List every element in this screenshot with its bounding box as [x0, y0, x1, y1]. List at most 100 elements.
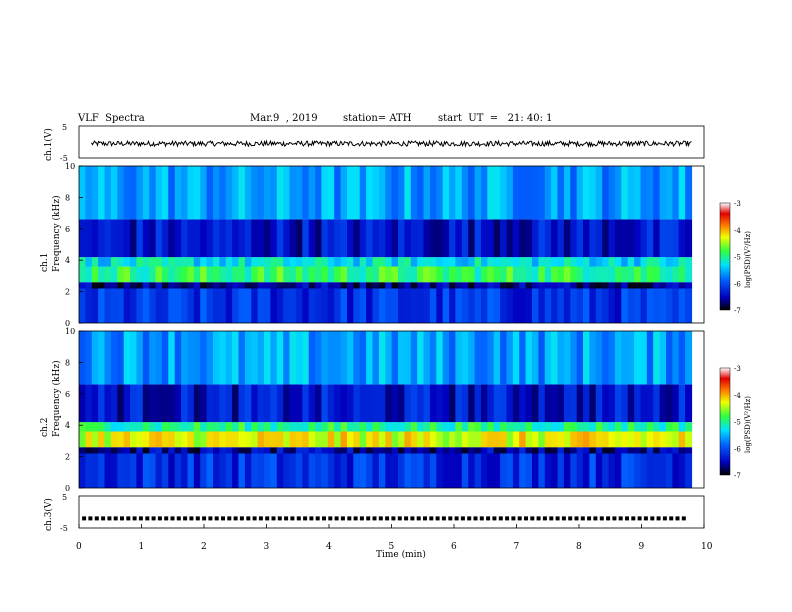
spectrogram-cell	[372, 384, 380, 423]
spectrogram-cell	[142, 447, 150, 454]
spectrogram-cell	[366, 384, 374, 423]
spectrogram-cell	[442, 166, 450, 220]
spectrogram-cell	[289, 331, 297, 385]
spectrogram-cell	[79, 219, 86, 258]
spectrogram-cell	[193, 219, 201, 258]
spectrogram-cell	[187, 166, 195, 220]
pulse-mark	[599, 516, 604, 521]
spectrogram-cell	[627, 384, 635, 423]
spectrogram-cell	[308, 282, 316, 289]
spectrogram-cell	[672, 166, 680, 220]
spectrogram-cell	[595, 453, 603, 488]
spectrogram-cell	[519, 257, 527, 267]
spectrogram-cell	[563, 282, 571, 289]
spectrogram-cell	[225, 447, 233, 454]
spectrogram-cell	[136, 384, 144, 423]
start-time-label: start UT = 21: 40: 1	[438, 113, 553, 124]
pulse-mark	[593, 516, 598, 521]
spectrogram-cell	[283, 288, 291, 323]
spectrogram-cell	[436, 431, 444, 448]
pulse-mark	[347, 516, 352, 521]
spectrogram-cell	[544, 257, 552, 267]
spectrogram-cell	[264, 422, 271, 432]
spectrogram-cell	[98, 447, 106, 454]
spectrogram-cell	[315, 266, 323, 283]
spectrogram-cell	[621, 257, 629, 267]
spectrogram-cell	[487, 447, 495, 454]
spectrogram-cell	[557, 257, 565, 267]
spectrogram-cell	[85, 331, 93, 385]
spectrogram-cell	[225, 288, 233, 323]
pulse-mark	[460, 516, 465, 521]
ch3-waveform-ylabel: ch.3(V)	[43, 498, 54, 531]
spectrogram-cell	[187, 266, 195, 283]
spectrogram-cell	[187, 422, 195, 432]
spectrogram-cell	[385, 166, 393, 220]
spectrogram-cell	[627, 166, 635, 220]
spectrogram-cell	[238, 166, 246, 220]
spectrogram-cell	[500, 384, 508, 423]
spectrogram-cell	[595, 266, 603, 283]
spectrogram-cell	[608, 331, 616, 385]
spectrogram-cell	[110, 331, 118, 385]
spectrogram-cell	[666, 166, 673, 220]
spectrogram-cell	[347, 282, 354, 289]
spectrogram-cell	[98, 219, 106, 258]
spectrogram-cell	[583, 331, 590, 385]
time-axis-label: Time (min)	[376, 549, 426, 560]
spectrogram-cell	[98, 453, 106, 488]
spectrogram-cell	[142, 384, 150, 423]
spectrogram-cell	[302, 453, 310, 488]
spectrogram-cell	[206, 331, 214, 385]
spectrogram-cell	[225, 453, 233, 488]
spectrogram-cell	[583, 431, 590, 448]
spectrogram-cell	[576, 331, 584, 385]
spectrogram-cell	[302, 282, 310, 289]
spectrogram-cell	[512, 166, 520, 220]
spectrogram-cell	[366, 266, 374, 283]
ch1-waveform-line	[91, 139, 692, 148]
spectrogram-cell	[493, 266, 501, 283]
spectrogram-cell	[646, 266, 654, 283]
spectrogram-cell	[602, 431, 610, 448]
spectrogram-cell	[283, 331, 291, 385]
spectrogram-cell	[646, 431, 654, 448]
spectrogram-cell	[627, 447, 635, 454]
spectrogram-cell	[634, 384, 642, 423]
spectrogram-cell	[372, 331, 380, 385]
spectrogram-cell	[340, 431, 348, 448]
spectrogram-cell	[372, 288, 380, 323]
spectrogram-cell	[519, 447, 527, 454]
spectrogram-cell	[481, 431, 488, 448]
spectrogram-cell	[423, 431, 431, 448]
spectrogram-cell	[621, 219, 629, 258]
spectrogram-cell	[91, 257, 99, 267]
spectrogram-cell	[321, 384, 329, 423]
pulse-mark	[227, 516, 232, 521]
spectrogram-cell	[136, 166, 144, 220]
spectrogram-cell	[193, 257, 201, 267]
spectrogram-cell	[634, 166, 642, 220]
spectrogram-cell	[576, 453, 584, 488]
pulse-mark	[214, 516, 219, 521]
spectrogram-cell	[442, 431, 450, 448]
date-label: Mar.9 , 2019	[250, 113, 318, 124]
spectrogram-cell	[627, 453, 635, 488]
spectrogram-cell	[117, 447, 125, 454]
spectrogram-cell	[295, 447, 303, 454]
spectrogram-cell	[270, 166, 278, 220]
spectrogram-cell	[334, 453, 342, 488]
pulse-mark	[82, 516, 87, 521]
spectrogram-cell	[130, 422, 137, 432]
spectrogram-cell	[506, 166, 514, 220]
spectrogram-cell	[213, 422, 220, 432]
spectrogram-cell	[270, 331, 278, 385]
spectrogram-cell	[481, 219, 488, 258]
spectrogram-cell	[436, 384, 444, 423]
spectrogram-cell	[315, 453, 323, 488]
spectrogram-cell	[168, 431, 176, 448]
spectrogram-cell	[155, 257, 163, 267]
spectrogram-cell	[353, 447, 361, 454]
pulse-mark	[435, 516, 440, 521]
spectrogram-cell	[321, 422, 329, 432]
